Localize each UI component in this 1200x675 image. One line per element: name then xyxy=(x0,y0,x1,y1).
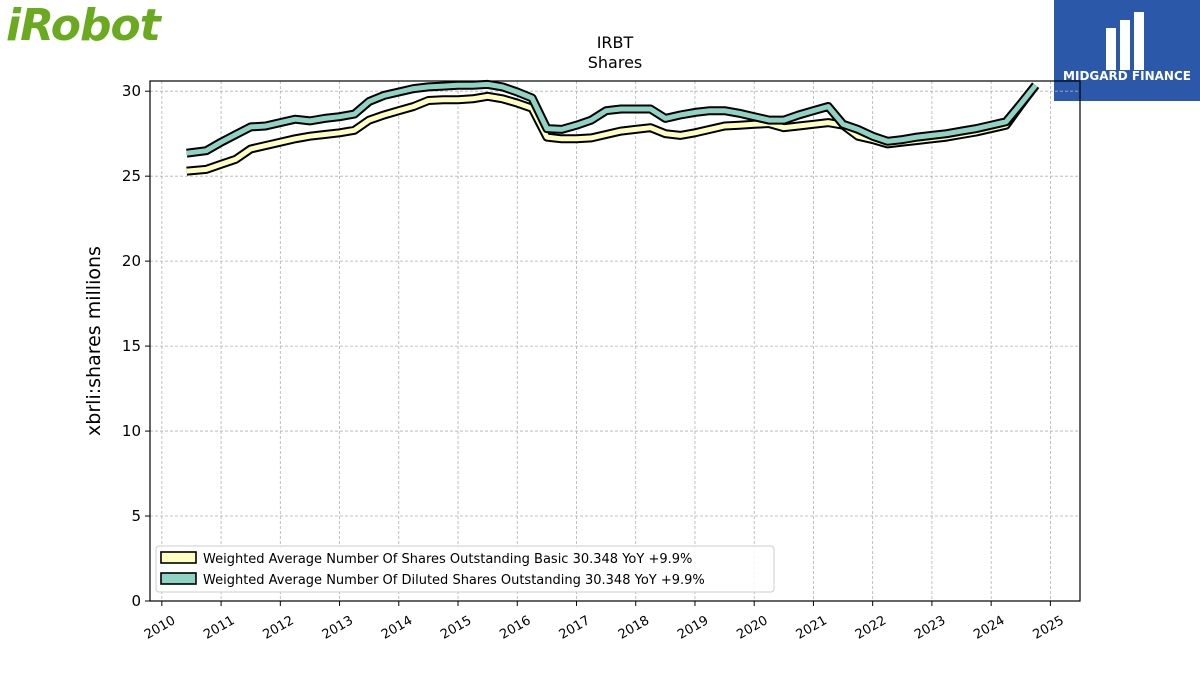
x-tick-label: 2021 xyxy=(794,613,830,643)
chart-subtitle: Shares xyxy=(588,53,643,72)
y-tick-label: 20 xyxy=(122,252,141,270)
publisher-name: MIDGARD FINANCE xyxy=(1063,69,1191,83)
legend-box xyxy=(155,545,775,593)
x-tick-label: 2013 xyxy=(320,613,356,643)
x-tick-label: 2019 xyxy=(675,613,711,643)
y-tick-label: 15 xyxy=(122,337,141,355)
plot-frame xyxy=(149,80,1081,602)
x-tick-label: 2016 xyxy=(497,613,533,643)
plot-area xyxy=(186,79,1040,176)
x-tick-label: 2014 xyxy=(379,613,415,643)
legend-swatch-basic xyxy=(160,551,197,564)
y-tick-label: 30 xyxy=(122,82,141,100)
legend-label-diluted: Weighted Average Number Of Diluted Share… xyxy=(203,573,705,588)
y-tick-label: 5 xyxy=(131,507,141,525)
x-tick-label: 2022 xyxy=(853,613,889,643)
x-tick-label: 2011 xyxy=(201,613,237,643)
chart-title: IRBT xyxy=(597,33,634,52)
series-fill xyxy=(186,83,1038,174)
x-tick-label: 2018 xyxy=(616,613,652,643)
series-fill xyxy=(186,81,1038,156)
y-tick-label: 0 xyxy=(131,592,141,610)
legend: Weighted Average Number Of Shares Outsta… xyxy=(155,545,775,593)
y-axis-label: xbrli:shares millions xyxy=(83,246,105,436)
publisher-emblem-icon xyxy=(1106,12,1144,70)
x-tick-label: 2010 xyxy=(142,613,178,643)
x-tick-label: 2025 xyxy=(1031,613,1067,643)
legend-swatch-diluted xyxy=(160,572,197,585)
x-axis: 2010 2011 2012 2013 2014 2015 2016 2017 2018 2019… xyxy=(142,601,1067,643)
x-tick-label: 2015 xyxy=(438,613,474,643)
x-tick-label: 2023 xyxy=(912,613,948,643)
series-outline xyxy=(186,82,1040,176)
x-tick-label: 2020 xyxy=(734,613,770,643)
grid xyxy=(150,81,1080,602)
y-axis: 0 5 10 15 20 25 30 xyxy=(122,82,150,610)
x-tick-label: 2017 xyxy=(557,613,593,643)
x-tick-label: 2012 xyxy=(260,613,296,643)
x-tick-label: 2024 xyxy=(971,613,1007,643)
publisher-logo: MIDGARD FINANCE xyxy=(1054,0,1200,101)
company-logo: iRobot xyxy=(6,0,161,51)
y-tick-label: 10 xyxy=(122,422,141,440)
series-basic-line xyxy=(186,82,1040,176)
y-tick-label: 25 xyxy=(122,167,141,185)
legend-label-basic: Weighted Average Number Of Shares Outsta… xyxy=(203,552,692,567)
series-diluted-line xyxy=(186,79,1040,158)
